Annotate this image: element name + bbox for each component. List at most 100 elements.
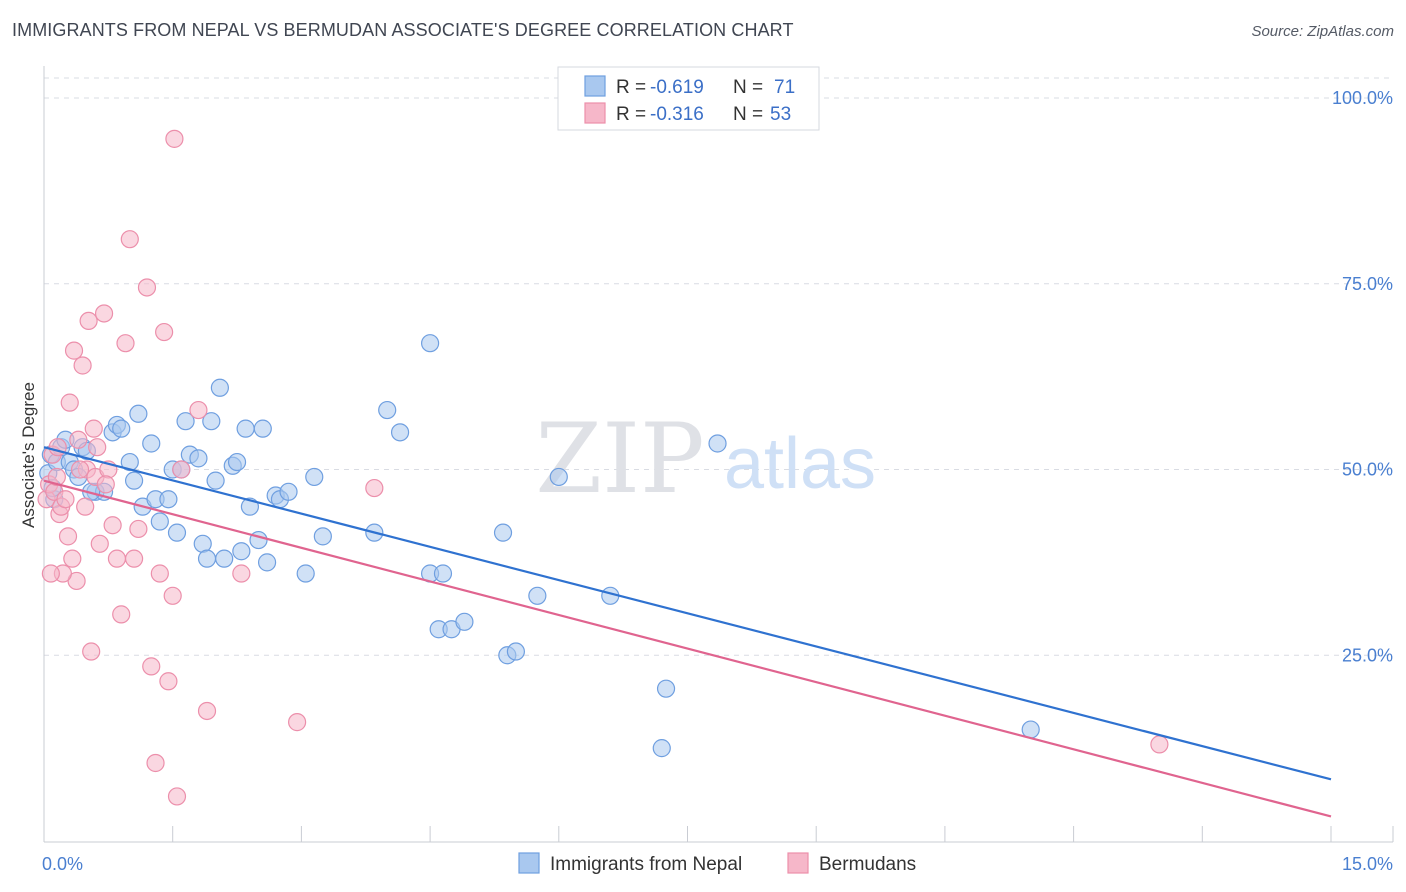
bermudan-point [129,519,148,539]
nepal-point [506,642,526,661]
bermudan-point [112,605,131,624]
legend-r-label: R = [616,77,646,98]
nepal-point [390,423,410,442]
nepal-point [197,549,217,568]
bermudan-point [189,400,208,420]
bermudan-point [142,657,161,676]
nepal-point [493,523,513,542]
nepal-point [455,612,474,631]
bermudan-point [76,497,95,516]
nepal-point [120,452,139,472]
bermudan-point [94,304,114,323]
nepal-point [378,400,397,420]
nepal-point [206,471,225,490]
legend-label-nepal: Immigrants from Nepal [550,854,742,875]
nepal-point [528,586,547,605]
nepal-point [296,564,315,583]
watermark-atlas: atlas [724,424,876,504]
nepal-point [112,419,131,438]
bermudan-trend-line [43,479,1332,818]
nepal-point [124,471,144,490]
bermudan-point [365,478,384,498]
legend-r-label: R = [616,104,646,125]
nepal-point [253,419,272,438]
legend-r-value: -0.316 [650,104,704,125]
nepal-point [227,452,247,472]
legend-swatch-nepal [518,852,540,874]
bermudan-point [197,701,217,721]
legend-swatch-blue [584,75,606,97]
bermudan-point [58,527,78,546]
bermudan-point [64,341,84,360]
nepal-point [257,553,277,572]
nepal-point [167,523,187,542]
bermudan-point [1150,735,1169,754]
nepal-point [159,490,178,509]
nepal-point [210,378,229,397]
bermudan-point [84,419,103,438]
x-tick-label: 0.0% [42,854,83,874]
watermark-zip: ZIP [535,403,704,515]
bermudan-point [103,516,122,535]
nepal-point [176,412,195,431]
bermudan-point [56,490,75,509]
source-label: Source: ZipAtlas.com [1251,23,1394,40]
bermudan-point [96,475,115,494]
chart-title: IMMIGRANTS FROM NEPAL VS BERMUDAN ASSOCI… [12,20,794,40]
bermudan-point [146,753,165,773]
bermudan-point [165,129,184,148]
bermudan-point [159,672,178,691]
bermudan-point [167,787,187,806]
bermudan-point [155,322,174,342]
trend-lines [43,446,1332,818]
bermudan-point [107,549,127,568]
bermudan-point [163,586,182,605]
nepal-point [652,739,671,758]
nepal-point [232,542,251,561]
bermudan-point [172,460,191,479]
legend-n-value: 71 [774,77,795,98]
y-tick-label: 75.0% [1342,274,1393,294]
bermudan-point [150,564,169,583]
x-tick-labels: 0.0% 15.0% [42,854,1393,874]
legend-n-value: 53 [770,104,791,125]
y-axis-label: Associate's Degree [19,382,38,528]
nepal-point [279,482,298,501]
bermudan-point [73,356,92,375]
legend-n-label: N = [733,77,763,98]
series-legend: Immigrants from Nepal Bermudans [518,852,916,875]
bermudan-point [70,460,90,479]
bermudan-point [63,549,82,568]
legend-r-value: -0.619 [650,77,704,98]
bermudan-point [82,642,101,661]
nepal-point [236,419,255,438]
legend-n-label: N = [733,104,763,125]
bermudan-point [47,467,66,487]
bermudan-point [124,549,144,568]
nepal-point [549,467,568,487]
bermudan-point [116,334,135,353]
correlation-legend: R = -0.619 N = 71 R = -0.316 N = 53 [557,66,820,131]
legend-swatch-bermudans [787,852,809,874]
nepal-point [189,449,208,468]
nepal-point [202,412,221,431]
bermudan-point [90,534,109,553]
nepal-trend-line [43,446,1332,781]
axes [43,66,1394,843]
y-tick-label: 25.0% [1342,645,1393,665]
legend-label-bermudans: Bermudans [819,854,916,875]
nepal-point [150,512,169,531]
nepal-point [305,467,324,487]
nepal-point [129,404,148,423]
bermudan-point [69,430,88,449]
bermudan-point [79,311,98,330]
nepal-point [433,564,453,583]
nepal-point [656,679,676,698]
nepal-point [708,434,727,453]
bermudan-point [88,438,107,457]
bermudan-point [60,393,79,412]
nepal-point [313,527,332,546]
nepal-point [142,434,161,453]
bermudan-point [288,713,307,732]
